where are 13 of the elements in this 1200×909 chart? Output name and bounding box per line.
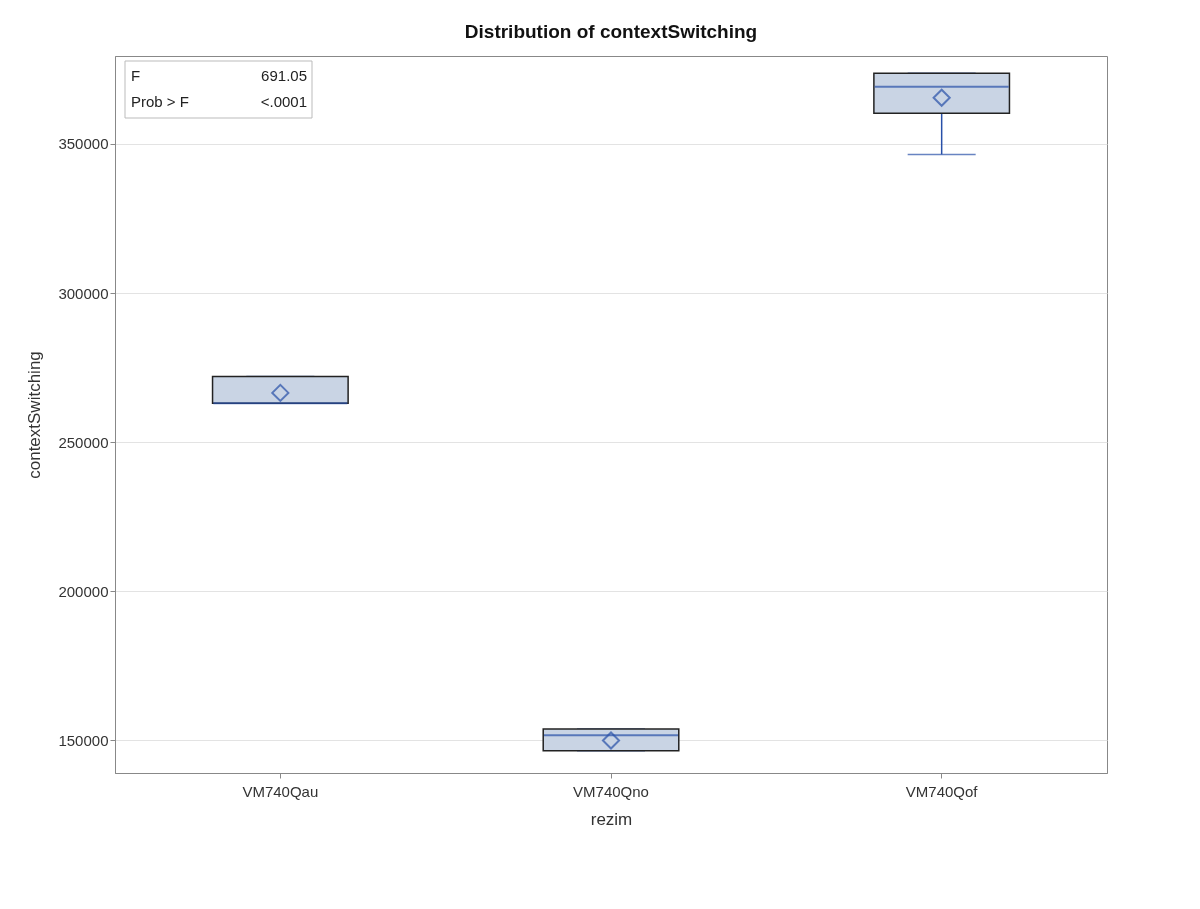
y-tick-label: 200000 xyxy=(58,582,109,600)
x-tick-label: VM740Qno xyxy=(573,782,649,800)
x-tick-label: VM740Qau xyxy=(242,782,319,800)
y-tick-label: 350000 xyxy=(58,135,109,153)
chart-title: Distribution of contextSwitching xyxy=(464,21,758,42)
text: Prob > F <.0001 xyxy=(131,93,307,110)
y-tick-label: 150000 xyxy=(58,731,109,749)
y-tick-label: 300000 xyxy=(58,284,109,302)
x-tick-label: VM740Qof xyxy=(905,782,979,800)
x-axis-title: rezim xyxy=(590,809,633,829)
y-tick-label: 250000 xyxy=(58,433,109,451)
text: F 691.05 xyxy=(131,67,307,84)
y-axis-title: contextSwitching xyxy=(25,351,45,479)
